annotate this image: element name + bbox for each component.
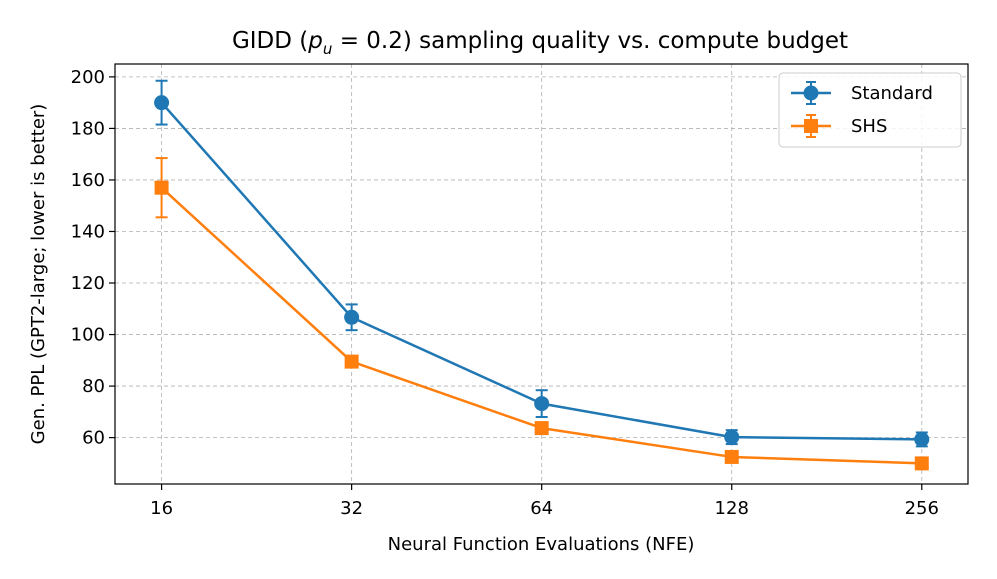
series-standard [154, 79, 930, 448]
data-point-shs [534, 421, 549, 436]
data-point-standard [914, 431, 930, 447]
y-tick-label: 120 [71, 273, 105, 294]
legend: Standard SHS [778, 72, 962, 148]
x-tick-label: 128 [715, 498, 749, 519]
y-tick-label: 180 [71, 118, 105, 139]
legend-marker-standard [803, 85, 819, 101]
y-axis-ticks: 60 80 100 120 140 160 180 200 [71, 67, 115, 449]
chart-title-prefix: GIDD ( [232, 28, 308, 54]
y-tick-label: 200 [71, 67, 105, 88]
data-point-standard [534, 396, 550, 412]
data-point-shs [344, 354, 359, 369]
x-tick-label: 256 [905, 498, 939, 519]
y-tick-label: 80 [82, 376, 105, 397]
y-tick-label: 140 [71, 221, 105, 242]
series-layer [154, 79, 930, 471]
x-tick-label: 16 [150, 498, 173, 519]
data-point-shs [724, 449, 739, 464]
x-tick-label: 32 [340, 498, 363, 519]
x-axis-label: Neural Function Evaluations (NFE) [388, 534, 695, 555]
data-point-shs [154, 180, 169, 195]
data-point-standard [154, 95, 170, 111]
y-tick-label: 160 [71, 170, 105, 191]
legend-label-shs: SHS [851, 116, 887, 137]
chart-title-subscript: u [323, 40, 333, 58]
y-tick-label: 100 [71, 325, 105, 346]
chart-title-symbol: p [307, 28, 323, 54]
series-shs [154, 157, 929, 471]
legend-marker-shs [804, 119, 818, 133]
y-axis-label: Gen. PPL (GPT2-large; lower is better) [28, 104, 49, 445]
legend-frame [778, 72, 962, 148]
x-axis-ticks: 16 32 64 128 256 [150, 484, 939, 519]
legend-label-standard: Standard [851, 83, 933, 104]
chart-title-suffix: = 0.2) sampling quality vs. compute budg… [332, 28, 848, 54]
y-tick-label: 60 [82, 428, 105, 449]
data-point-shs [914, 456, 929, 471]
chart-title: GIDD (pu = 0.2) sampling quality vs. com… [232, 28, 848, 58]
data-point-standard [724, 429, 740, 445]
data-point-standard [344, 309, 360, 325]
x-tick-label: 64 [530, 498, 553, 519]
